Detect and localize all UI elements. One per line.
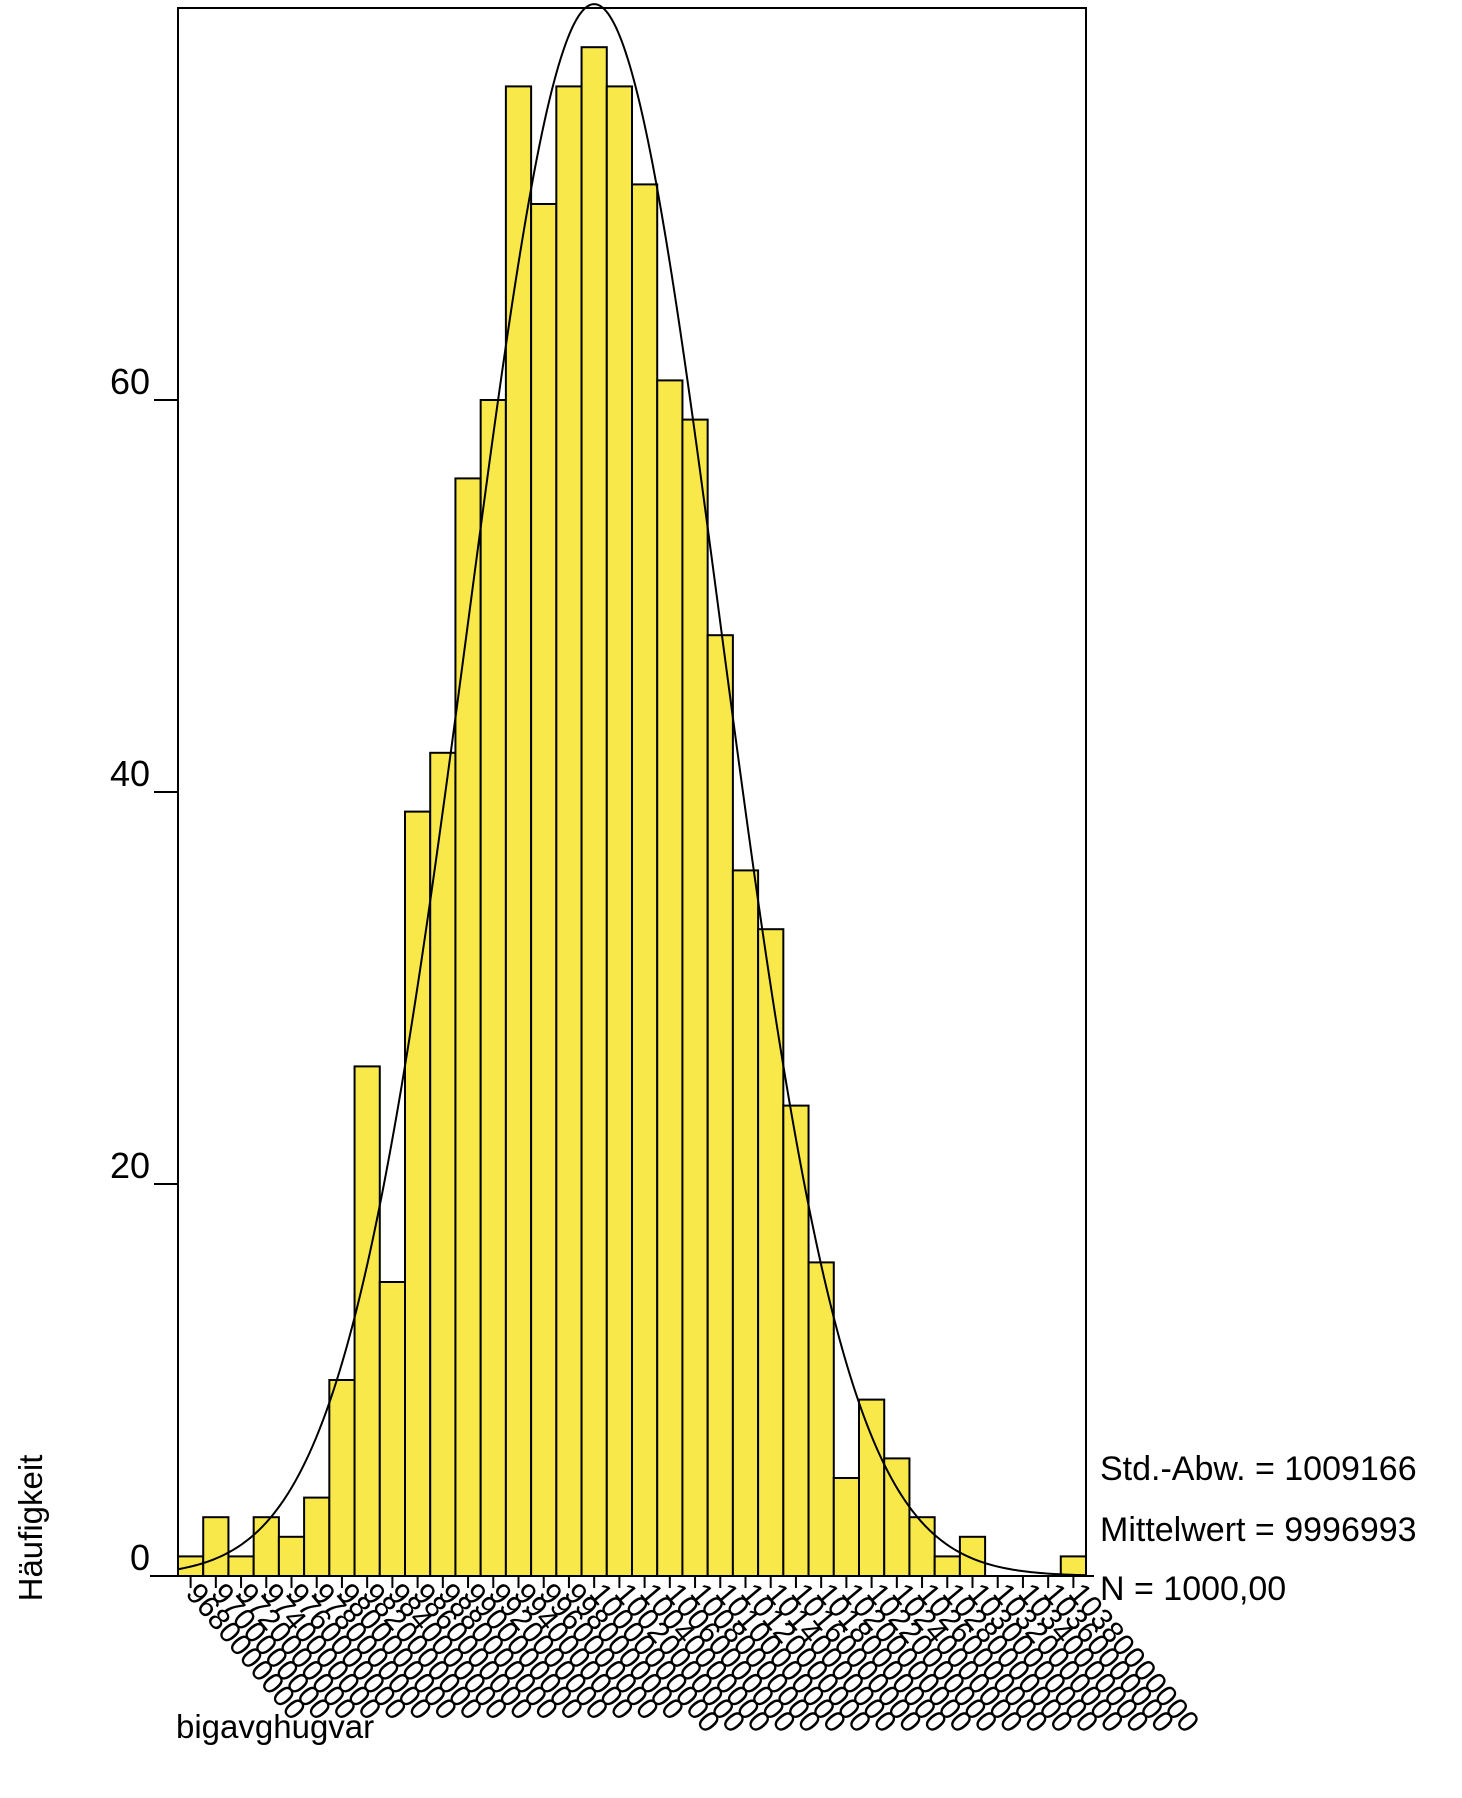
bar bbox=[202, 1516, 230, 1577]
y-tick-label: 0 bbox=[130, 1537, 150, 1578]
stat-line: Std.-Abw. = 1009166 bbox=[1100, 1450, 1417, 1488]
bar bbox=[277, 1535, 306, 1578]
y-tick-label: 60 bbox=[110, 361, 150, 402]
bar bbox=[832, 1477, 861, 1577]
normal-curve bbox=[177, 3, 1087, 1577]
x-axis-title: bigavghugvar bbox=[176, 1708, 374, 1745]
bar bbox=[757, 928, 785, 1577]
bar bbox=[631, 183, 659, 1577]
bar bbox=[353, 1065, 381, 1578]
bar bbox=[404, 810, 432, 1577]
bar bbox=[883, 1457, 911, 1578]
bar bbox=[958, 1535, 987, 1578]
bar bbox=[706, 634, 734, 1577]
bar bbox=[328, 1379, 356, 1577]
bar bbox=[479, 399, 507, 1577]
bar bbox=[504, 85, 533, 1577]
bar bbox=[858, 1398, 886, 1577]
bar bbox=[908, 1516, 936, 1577]
bar bbox=[782, 1104, 810, 1577]
bar bbox=[656, 379, 684, 1577]
bars-group bbox=[177, 46, 1088, 1578]
bar bbox=[227, 1555, 255, 1578]
bar bbox=[378, 1281, 406, 1577]
bar bbox=[807, 1261, 835, 1578]
stat-line: Mittelwert = 9996993 bbox=[1100, 1511, 1417, 1549]
bar bbox=[731, 869, 760, 1577]
bar bbox=[580, 46, 608, 1578]
bar bbox=[303, 1496, 331, 1577]
bar bbox=[555, 85, 583, 1577]
bar bbox=[681, 418, 709, 1578]
bar bbox=[429, 751, 457, 1577]
y-axis: 0 20 40 60 bbox=[110, 361, 178, 1578]
bar bbox=[1059, 1555, 1088, 1578]
y-tick-label: 40 bbox=[110, 753, 150, 794]
bar bbox=[933, 1555, 961, 1578]
stats-box: Std.-Abw. = 1009166 Mittelwert = 9996993 N… bbox=[1100, 1450, 1417, 1608]
bar bbox=[252, 1516, 280, 1577]
bar bbox=[605, 85, 634, 1577]
y-axis-title: Häufigkeit bbox=[12, 1455, 49, 1602]
x-axis: 9680000000970000000097200000009740000000… bbox=[150, 1575, 1205, 1739]
bar bbox=[530, 203, 558, 1577]
stat-line: N = 1000,00 bbox=[1100, 1570, 1286, 1608]
y-tick-label: 20 bbox=[110, 1145, 150, 1186]
bar bbox=[454, 477, 482, 1577]
